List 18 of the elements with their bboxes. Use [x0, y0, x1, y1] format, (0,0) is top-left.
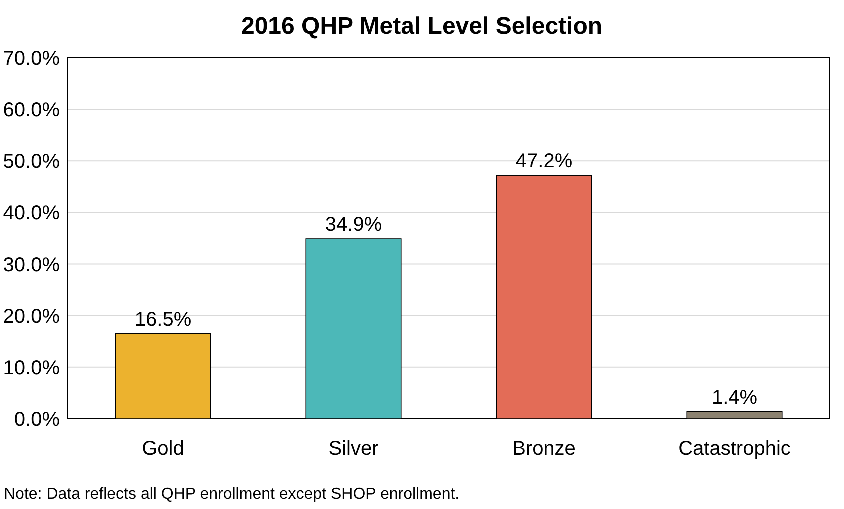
data-label: 16.5% [134, 308, 192, 331]
chart-title: 2016 QHP Metal Level Selection [241, 13, 603, 40]
x-tick-label: Catastrophic [678, 438, 791, 460]
y-tick-label: 30.0% [3, 254, 60, 276]
y-tick-label: 0.0% [14, 409, 60, 431]
x-tick-label: Gold [142, 438, 184, 460]
y-tick-label: 20.0% [3, 306, 60, 328]
data-label: 47.2% [516, 150, 573, 173]
y-tick-label: 70.0% [3, 48, 60, 70]
data-label: 34.9% [325, 214, 382, 236]
y-tick-label: 10.0% [3, 357, 60, 380]
data-label: 1.4% [712, 386, 758, 409]
x-tick-label: Silver [328, 438, 380, 460]
x-tick-label: Bronze [512, 438, 576, 460]
y-tick-label: 40.0% [3, 202, 60, 225]
y-tick-label: 60.0% [3, 100, 60, 122]
y-tick-label: 50.0% [3, 151, 60, 174]
text: Note: Data reflects all QHP enrollment except SHOP enrollment. [4, 486, 460, 503]
